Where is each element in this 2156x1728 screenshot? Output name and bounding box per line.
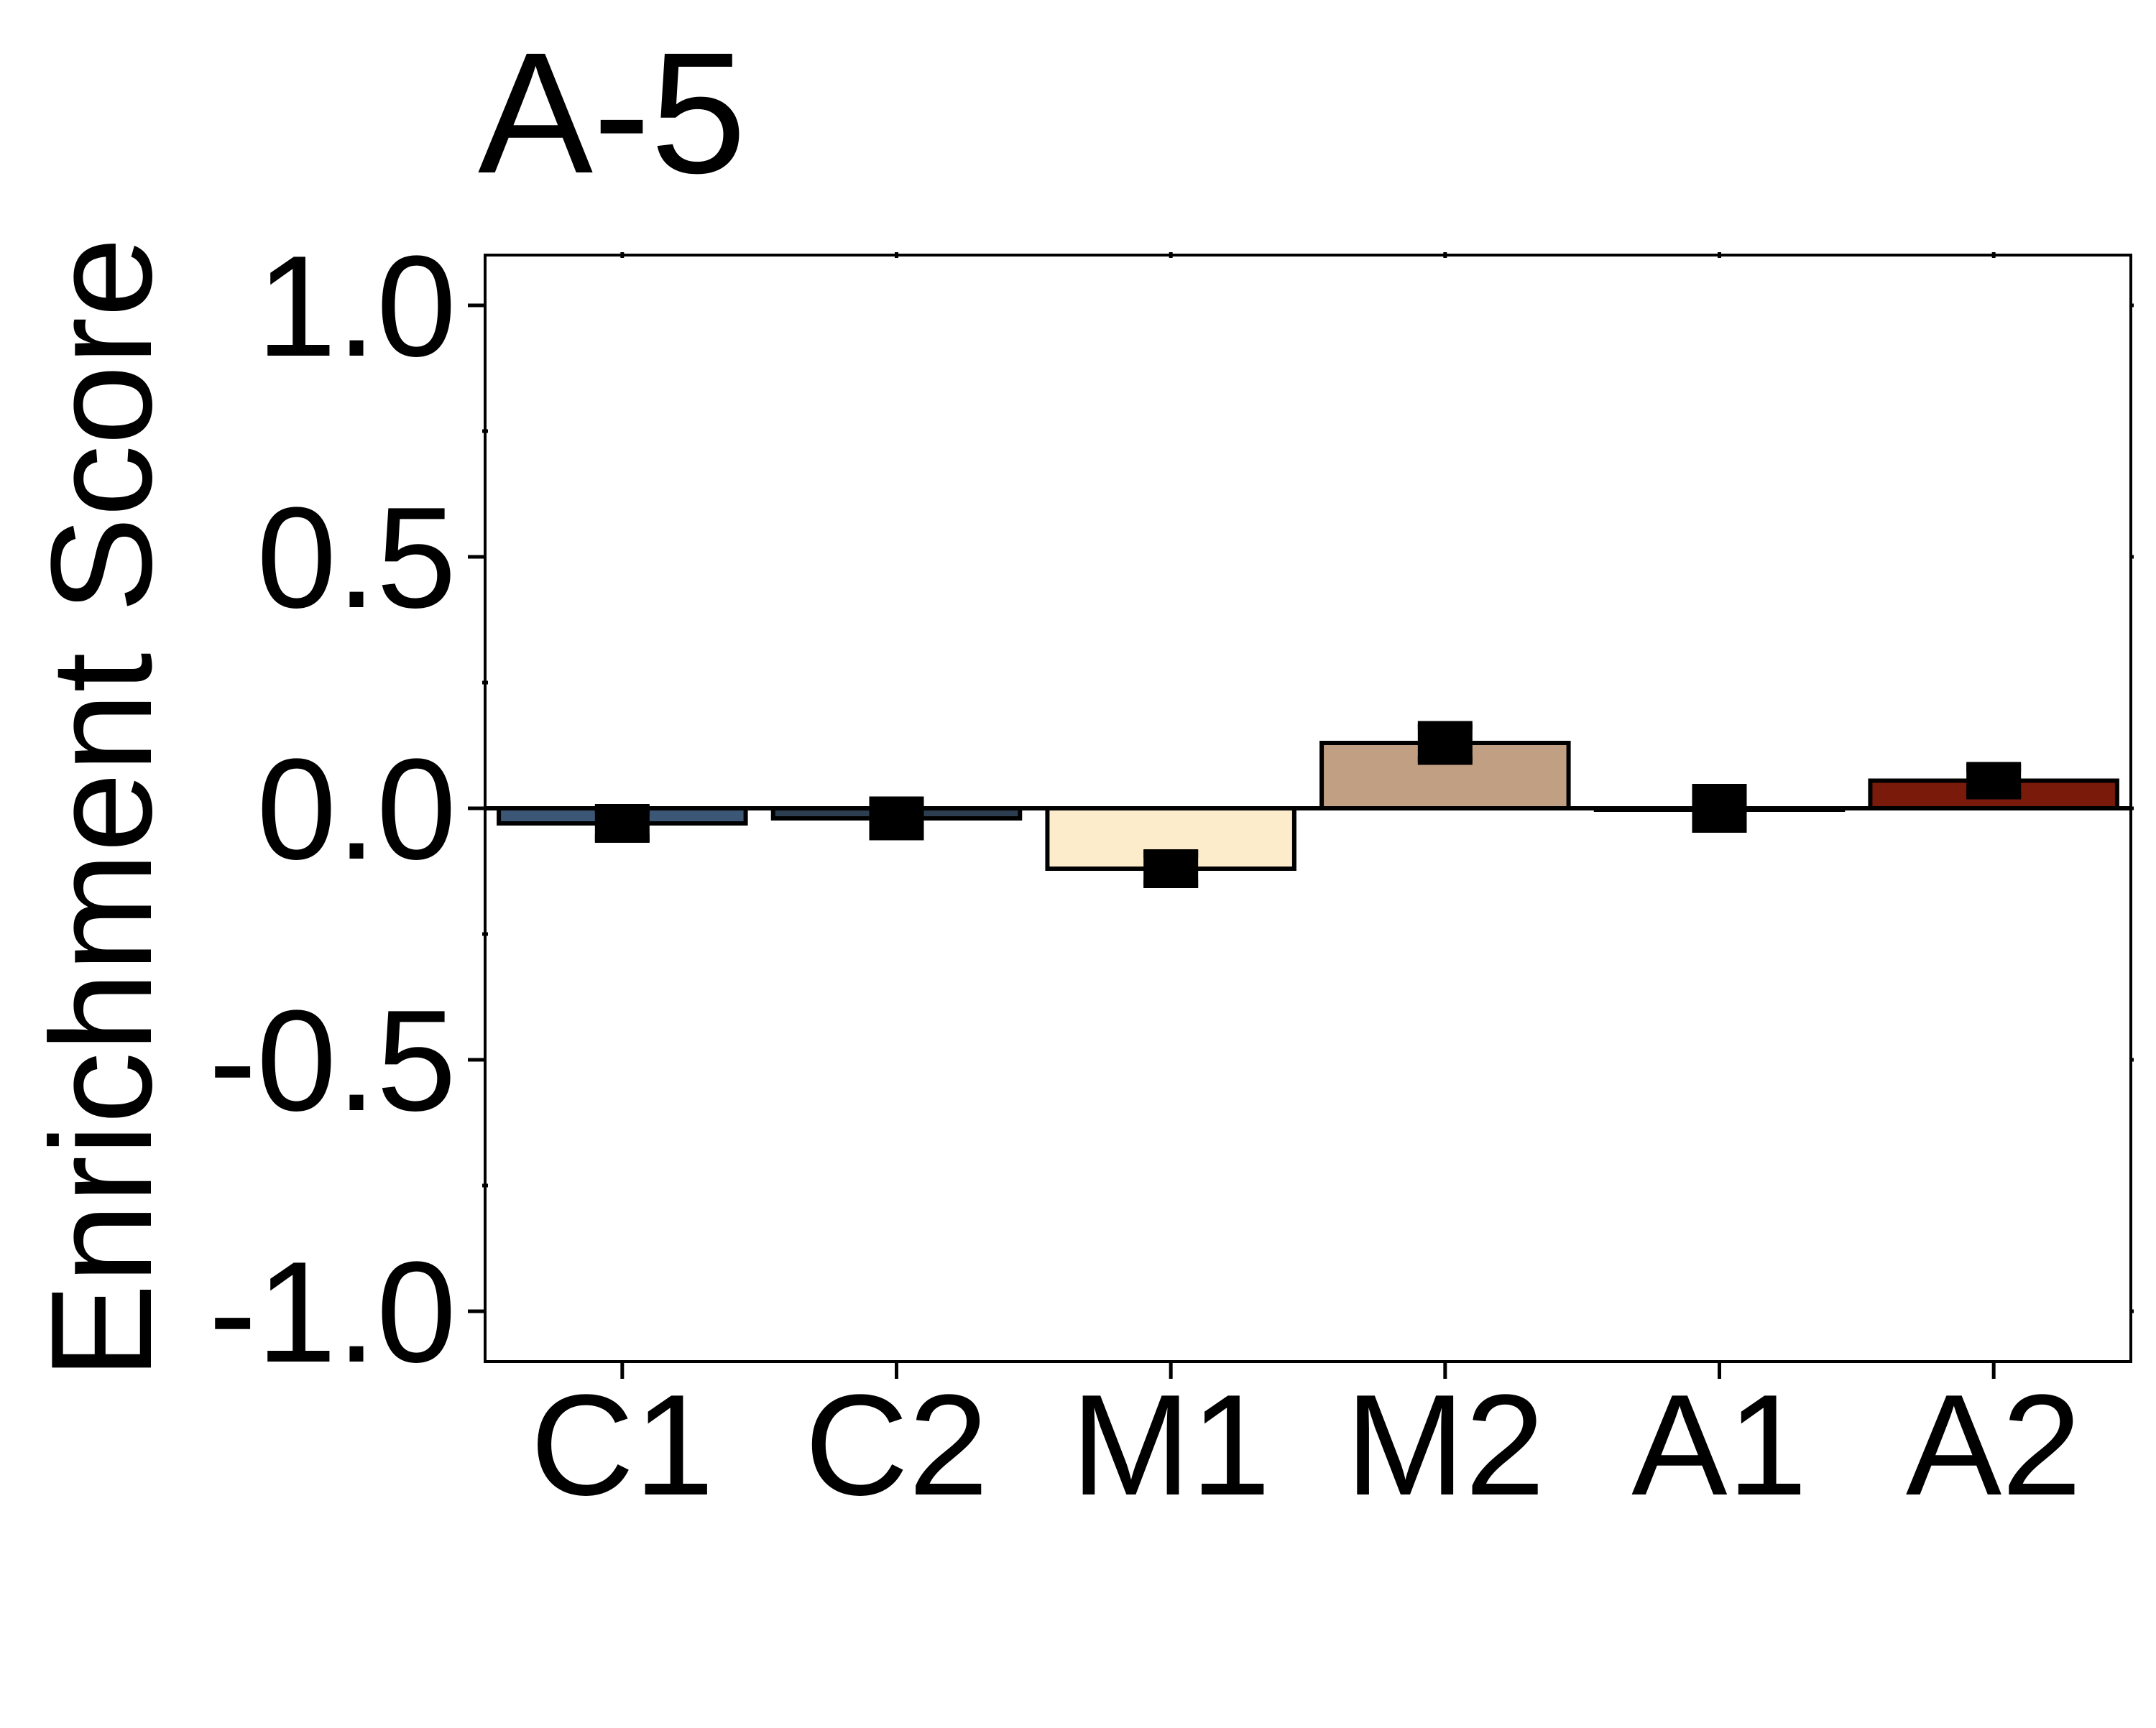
chart-title: A-5 <box>478 17 746 209</box>
y-tick-label: 0.5 <box>257 478 456 638</box>
error-bar-m2 <box>1417 721 1473 765</box>
y-axis-label: Enrichment Score <box>22 237 182 1380</box>
y-tick-label: 0.0 <box>257 729 456 890</box>
plot-area: 1.0 0.5 0.0 -0.5 -1.0 C1 C2 M1 M2 A1 A2 <box>208 226 2134 1525</box>
error-bar-a1 <box>1692 784 1747 833</box>
x-tick-label: M2 <box>1345 1365 1545 1525</box>
error-bar-m1 <box>1143 849 1199 888</box>
error-bar-c1 <box>594 804 650 843</box>
x-tick-label: C2 <box>805 1365 989 1525</box>
error-bar-a2 <box>1966 762 2022 800</box>
x-tick-label: C1 <box>530 1365 714 1525</box>
error-bar-c2 <box>869 796 924 841</box>
x-tick-label: A2 <box>1906 1365 2082 1525</box>
y-tick-label: -0.5 <box>208 981 456 1141</box>
x-tick-label: A1 <box>1631 1365 1807 1525</box>
x-tick-label: M1 <box>1071 1365 1271 1525</box>
y-tick-label: -1.0 <box>208 1232 456 1392</box>
y-tick-label: 1.0 <box>257 226 456 387</box>
